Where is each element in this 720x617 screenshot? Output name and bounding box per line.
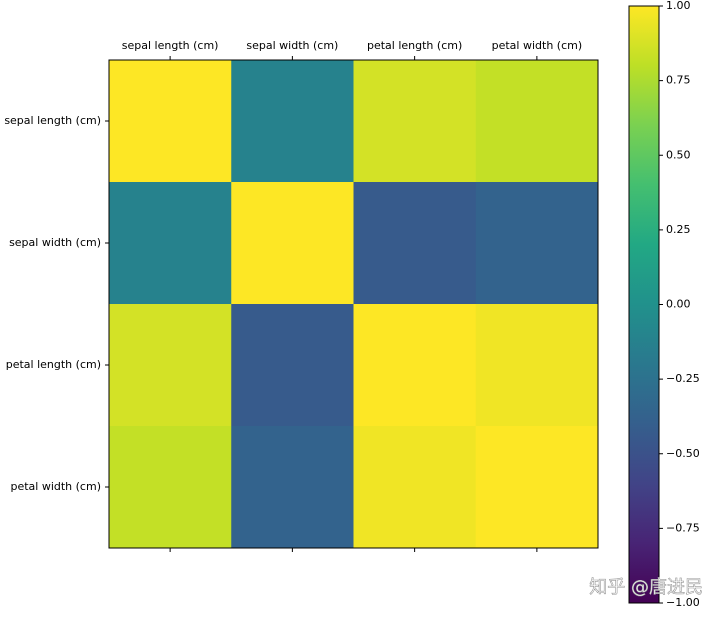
x-tick-label: petal length (cm) [367,39,462,52]
y-tick-label: petal width (cm) [10,480,101,493]
cell [231,182,354,305]
colorbar [628,5,660,604]
cell [109,426,232,549]
cell [231,304,354,427]
colorbar-tick-label: 0.25 [666,223,691,236]
cell [353,182,477,305]
y-tick-label: petal length (cm) [6,358,101,371]
cell [109,60,232,183]
colorbar-tick-label: 0.75 [666,74,691,87]
plot-frame [108,59,599,549]
cell [231,60,354,183]
cell [231,426,354,549]
colorbar-tick-label: 0.50 [666,148,691,161]
cell [109,182,232,305]
cell [353,426,477,549]
cell [109,304,232,427]
y-tick-label: sepal length (cm) [4,114,101,127]
x-tick-label: sepal width (cm) [246,39,338,52]
cell [475,304,599,427]
y-tick-label: sepal width (cm) [9,236,101,249]
colorbar-tick-label: −0.75 [666,521,700,534]
cell [475,182,599,305]
cell [353,60,477,183]
colorbar-tick-label: −0.50 [666,447,700,460]
x-tick-label: sepal length (cm) [122,39,219,52]
cell [353,304,477,427]
colorbar-tick-label: 0.00 [666,298,691,311]
cell [475,426,599,549]
x-tick-label: petal width (cm) [492,39,583,52]
colorbar-tick-label: −0.25 [666,372,700,385]
colorbar-tick-label: −1.00 [666,596,700,609]
watermark: 知乎 @唐进民 [589,577,703,598]
colorbar-tick-label: 1.00 [666,0,691,12]
cell [475,60,599,183]
